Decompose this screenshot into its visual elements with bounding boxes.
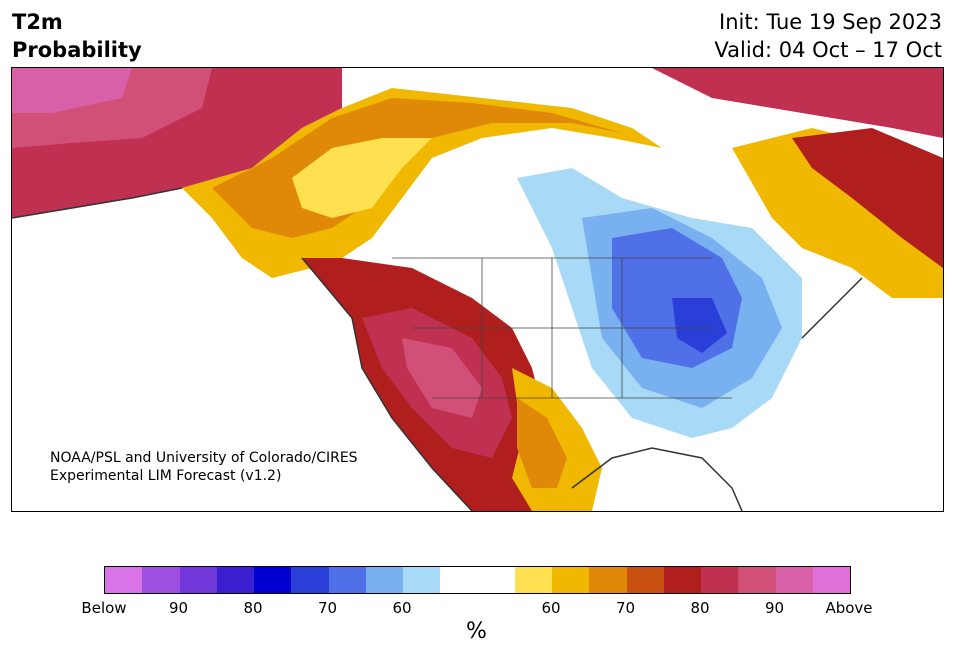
colorbar-tick-label: 60 <box>541 599 561 617</box>
colorbar-segment-9 <box>440 567 478 593</box>
colorbar-tick-label: Below <box>81 599 127 617</box>
central-neutral <box>432 138 632 458</box>
credit-text: NOAA/PSL and University of Colorado/CIRE… <box>50 449 358 485</box>
variable-title: T2m <box>12 10 63 34</box>
colorbar-segment-12 <box>552 567 590 593</box>
colorbar <box>104 566 851 594</box>
colorbar-segment-11 <box>514 567 552 593</box>
colorbar-segment-3 <box>216 567 254 593</box>
colorbar-segment-14 <box>626 567 664 593</box>
texas-orange <box>517 398 567 488</box>
colorbar-tick-label: 80 <box>690 599 710 617</box>
colorbar-ticks: Below 90 80 70 60 60 70 80 90 Above <box>81 599 872 619</box>
east-cool-core <box>672 298 727 353</box>
colorbar-segment-1 <box>142 567 180 593</box>
colorbar-segment-4 <box>254 567 292 593</box>
init-date: Init: Tue 19 Sep 2023 <box>719 10 942 34</box>
colorbar-unit: % <box>466 619 487 644</box>
credit-line-2: Experimental LIM Forecast (v1.2) <box>50 468 282 484</box>
colorbar-segment-7 <box>365 567 403 593</box>
labrador-red <box>792 128 943 268</box>
map-canvas <box>12 68 943 511</box>
colorbar-segment-16 <box>701 567 739 593</box>
colorbar-segment-15 <box>663 567 701 593</box>
colorbar-segment-5 <box>291 567 329 593</box>
colorbar-tick-label: Above <box>825 599 873 617</box>
coastline <box>12 187 863 511</box>
forecast-map: NOAA/PSL and University of Colorado/CIRE… <box>11 67 944 512</box>
colorbar-segment-8 <box>403 567 441 593</box>
colorbar-segment-18 <box>775 567 813 593</box>
state-borders <box>392 257 732 399</box>
colorbar-segment-19 <box>812 567 850 593</box>
colorbar-segment-13 <box>589 567 627 593</box>
variable-subtitle: Probability <box>12 38 142 62</box>
colorbar-tick-label: 60 <box>392 599 412 617</box>
alaska-pink <box>12 68 132 113</box>
colorbar-segment-6 <box>328 567 366 593</box>
colorbar-tick-label: 70 <box>615 599 636 617</box>
colorbar-segment-17 <box>738 567 776 593</box>
colorbar-tick-label: 70 <box>317 599 338 617</box>
colorbar-tick-label: 90 <box>764 599 785 617</box>
colorbar-tick-label: 80 <box>243 599 263 617</box>
colorbar-tick-label: 90 <box>168 599 189 617</box>
canada-yellow-inner <box>292 138 432 218</box>
credit-line-1: NOAA/PSL and University of Colorado/CIRE… <box>50 450 358 466</box>
colorbar-segment-0 <box>105 567 143 593</box>
valid-range: Valid: 04 Oct – 17 Oct <box>714 38 942 62</box>
colorbar-segment-2 <box>179 567 217 593</box>
greenland-warm <box>652 68 943 138</box>
title-block: T2m Probability <box>12 8 142 64</box>
date-block: Init: Tue 19 Sep 2023 Valid: 04 Oct – 17… <box>714 8 942 64</box>
colorbar-segment-10 <box>477 567 515 593</box>
